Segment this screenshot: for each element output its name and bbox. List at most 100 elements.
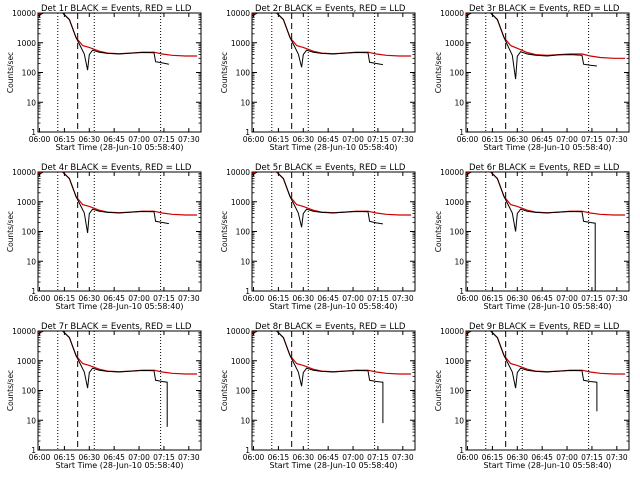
y-tick-label: 10000 (440, 9, 464, 18)
y-tick-label: 100 (450, 69, 465, 78)
x-tick-label: 07:00 (128, 294, 150, 303)
x-tick-label: 06:15 (268, 453, 290, 462)
x-axis-label: Start Time (28-Jun-10 05:58:40) (270, 302, 398, 311)
x-tick-label: 06:00 (457, 294, 479, 303)
series-line-events (252, 172, 383, 228)
x-axis-label: Start Time (28-Jun-10 05:58:40) (56, 461, 184, 470)
plot-frame (465, 171, 630, 292)
x-tick-label: 07:15 (153, 294, 175, 303)
x-tick-label: 07:30 (392, 294, 414, 303)
series-line-lld (38, 172, 198, 216)
series-line-events (38, 331, 168, 427)
x-tick-label: 07:30 (606, 294, 628, 303)
x-tick-label: 07:00 (556, 135, 578, 144)
y-tick-label: 1 (245, 287, 250, 296)
series-line-lld (252, 13, 412, 57)
x-tick-label: 07:15 (367, 294, 389, 303)
x-tick-label: 06:00 (243, 294, 265, 303)
y-axis-label: Counts/sec (220, 370, 229, 411)
x-tick-label: 07:15 (367, 135, 389, 144)
x-tick-label: 06:30 (78, 453, 100, 462)
series-line-events (252, 331, 384, 424)
x-tick-label: 06:45 (103, 453, 125, 462)
y-tick-label: 1000 (17, 357, 36, 366)
y-tick-label: 1 (245, 446, 250, 455)
x-tick-label: 06:15 (54, 294, 76, 303)
panel-title: Det 4r BLACK = Events, RED = LLD (41, 163, 192, 173)
series-line-lld (466, 172, 626, 216)
plot-frame (251, 330, 416, 451)
x-tick-label: 07:15 (367, 453, 389, 462)
x-tick-label: 07:00 (128, 135, 150, 144)
x-tick-label: 07:15 (581, 294, 603, 303)
x-tick-label: 06:15 (54, 135, 76, 144)
y-tick-label: 1000 (231, 198, 250, 207)
y-axis-label: Counts/sec (6, 211, 15, 252)
y-tick-label: 10000 (12, 168, 36, 177)
panel-title: Det 7r BLACK = Events, RED = LLD (41, 322, 192, 332)
x-tick-label: 06:30 (292, 135, 314, 144)
y-tick-label: 10000 (440, 168, 464, 177)
y-tick-label: 10 (240, 98, 250, 107)
x-tick-label: 06:15 (482, 453, 504, 462)
x-tick-label: 06:45 (317, 453, 339, 462)
x-tick-label: 06:30 (78, 294, 100, 303)
y-tick-label: 10 (26, 416, 36, 425)
x-tick-label: 06:00 (457, 135, 479, 144)
x-tick-label: 06:30 (292, 294, 314, 303)
x-tick-label: 06:30 (506, 294, 528, 303)
detector-panel: Det 3r BLACK = Events, RED = LLD 06:00 06:… (434, 4, 630, 152)
series-line-events (252, 13, 383, 68)
x-tick-label: 06:00 (457, 453, 479, 462)
x-tick-label: 07:30 (606, 135, 628, 144)
y-tick-label: 10 (454, 257, 464, 266)
y-tick-label: 10000 (226, 9, 250, 18)
series-line-lld (252, 331, 412, 375)
y-axis-label: Counts/sec (220, 211, 229, 252)
x-tick-label: 06:45 (531, 453, 553, 462)
y-tick-label: 1000 (445, 198, 464, 207)
x-tick-label: 07:30 (606, 453, 628, 462)
detector-panel: Det 7r BLACK = Events, RED = LLD 06:00 06:… (6, 322, 202, 470)
series-line-lld (466, 331, 626, 375)
x-tick-label: 07:00 (556, 453, 578, 462)
y-tick-label: 10000 (12, 9, 36, 18)
y-tick-label: 100 (22, 69, 37, 78)
y-tick-label: 10 (240, 416, 250, 425)
y-tick-label: 10000 (440, 327, 464, 336)
x-tick-label: 07:00 (556, 294, 578, 303)
y-tick-label: 100 (22, 387, 37, 396)
x-tick-label: 06:15 (482, 294, 504, 303)
y-tick-label: 10000 (12, 327, 36, 336)
x-tick-label: 07:00 (342, 135, 364, 144)
x-tick-label: 06:30 (292, 453, 314, 462)
panel-title: Det 3r BLACK = Events, RED = LLD (469, 4, 620, 14)
series-line-events (38, 13, 169, 71)
panel-title: Det 9r BLACK = Events, RED = LLD (469, 322, 620, 332)
x-tick-label: 07:30 (392, 453, 414, 462)
y-tick-label: 1 (459, 446, 464, 455)
plot-frame (251, 12, 416, 133)
x-tick-label: 07:30 (178, 453, 200, 462)
x-tick-label: 07:00 (128, 453, 150, 462)
series-line-lld (38, 331, 198, 375)
y-axis-label: Counts/sec (6, 370, 15, 411)
x-tick-label: 07:00 (342, 294, 364, 303)
x-axis-label: Start Time (28-Jun-10 05:58:40) (270, 461, 398, 470)
y-tick-label: 1000 (17, 198, 36, 207)
x-axis-label: Start Time (28-Jun-10 05:58:40) (484, 461, 612, 470)
x-tick-label: 06:00 (243, 453, 265, 462)
panel-title: Det 2r BLACK = Events, RED = LLD (255, 4, 406, 14)
x-tick-label: 06:00 (29, 453, 51, 462)
x-tick-label: 06:45 (317, 135, 339, 144)
panel-title: Det 8r BLACK = Events, RED = LLD (255, 322, 406, 332)
panel-title: Det 1r BLACK = Events, RED = LLD (41, 4, 192, 14)
series-line-events (466, 13, 597, 80)
x-tick-label: 06:15 (268, 294, 290, 303)
x-tick-label: 06:45 (531, 135, 553, 144)
